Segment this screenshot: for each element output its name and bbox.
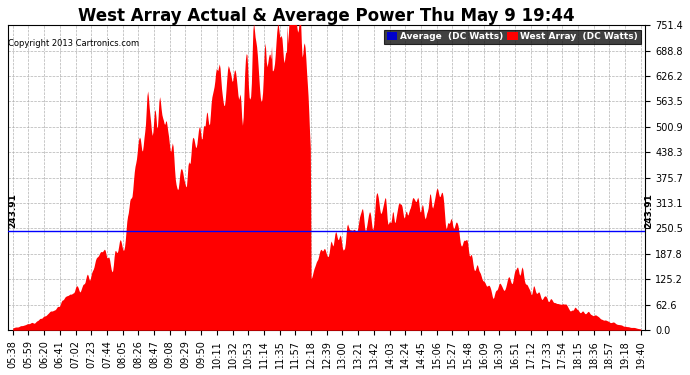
Text: 243.91: 243.91 — [8, 193, 17, 228]
Text: Copyright 2013 Cartronics.com: Copyright 2013 Cartronics.com — [8, 39, 139, 48]
Legend: Average  (DC Watts), West Array  (DC Watts): Average (DC Watts), West Array (DC Watts… — [384, 30, 641, 44]
Title: West Array Actual & Average Power Thu May 9 19:44: West Array Actual & Average Power Thu Ma… — [79, 7, 575, 25]
Text: 243.91: 243.91 — [644, 193, 653, 228]
